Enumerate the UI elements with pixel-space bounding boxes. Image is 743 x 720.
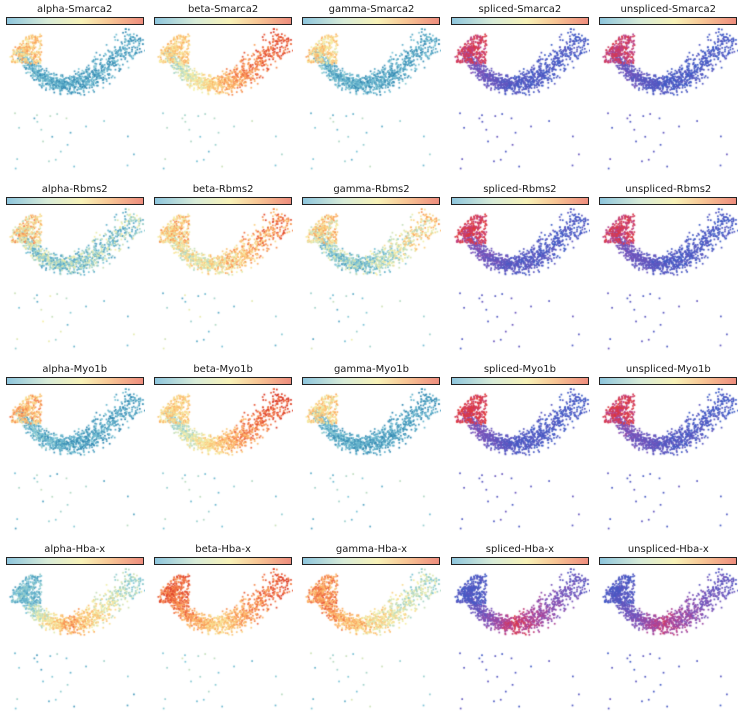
colorbar [154, 197, 293, 205]
embedding-panel: spliced-Smarca2 [447, 0, 592, 180]
scatter-embedding [301, 387, 442, 539]
embedding-panel: alpha-Hba-x [2, 540, 147, 720]
panel-title: gamma-Rbms2 [333, 184, 410, 195]
colorbar [5, 377, 144, 385]
scatter-embedding [598, 567, 739, 719]
embedding-panel: unspliced-Smarca2 [596, 0, 741, 180]
scatter-embedding [153, 387, 294, 539]
scatter-embedding [598, 387, 739, 539]
scatter-embedding [153, 27, 294, 179]
embedding-panel: alpha-Smarca2 [2, 0, 147, 180]
colorbar [5, 197, 144, 205]
colorbar [154, 377, 293, 385]
embedding-panel: gamma-Rbms2 [299, 180, 444, 360]
colorbar [302, 17, 441, 25]
embedding-panel: spliced-Rbms2 [447, 180, 592, 360]
colorbar [5, 557, 144, 565]
scatter-embedding [301, 207, 442, 359]
panel-title: beta-Rbms2 [192, 184, 254, 195]
panel-title: gamma-Smarca2 [328, 4, 415, 15]
scatter-embedding [153, 567, 294, 719]
scatter-embedding [4, 567, 145, 719]
panel-title: alpha-Rbms2 [41, 184, 108, 195]
embedding-panel: beta-Rbms2 [150, 180, 295, 360]
panel-title: spliced-Rbms2 [483, 184, 557, 195]
panel-title: unspliced-Hba-x [627, 544, 709, 555]
panel-title: spliced-Smarca2 [478, 4, 562, 15]
colorbar [599, 197, 738, 205]
colorbar [599, 557, 738, 565]
colorbar [302, 197, 441, 205]
panel-title: spliced-Hba-x [485, 544, 555, 555]
embedding-panel: gamma-Hba-x [299, 540, 444, 720]
colorbar [599, 377, 738, 385]
panel-title: beta-Hba-x [195, 544, 251, 555]
scatter-embedding [598, 207, 739, 359]
panel-title: unspliced-Myo1b [625, 364, 711, 375]
colorbar [154, 557, 293, 565]
colorbar [302, 557, 441, 565]
embedding-panel: alpha-Myo1b [2, 360, 147, 540]
embedding-panel: gamma-Myo1b [299, 360, 444, 540]
panel-title: spliced-Myo1b [483, 364, 556, 375]
embedding-panel: beta-Smarca2 [150, 0, 295, 180]
panel-title: beta-Smarca2 [187, 4, 259, 15]
embedding-panel: unspliced-Rbms2 [596, 180, 741, 360]
colorbar [599, 17, 738, 25]
scatter-embedding [449, 27, 590, 179]
colorbar [450, 197, 589, 205]
colorbar [450, 17, 589, 25]
embedding-panel: unspliced-Hba-x [596, 540, 741, 720]
scatter-embedding [449, 387, 590, 539]
embedding-panel: beta-Hba-x [150, 540, 295, 720]
panel-title: alpha-Smarca2 [36, 4, 113, 15]
scatter-embedding [4, 27, 145, 179]
embedding-panel: spliced-Myo1b [447, 360, 592, 540]
scatter-embedding [449, 207, 590, 359]
embedding-panel: alpha-Rbms2 [2, 180, 147, 360]
colorbar [450, 557, 589, 565]
colorbar [5, 17, 144, 25]
scatter-embedding [598, 27, 739, 179]
colorbar [302, 377, 441, 385]
colorbar [154, 17, 293, 25]
panel-title: alpha-Myo1b [42, 364, 108, 375]
embedding-panel: gamma-Smarca2 [299, 0, 444, 180]
scatter-embedding [4, 387, 145, 539]
scatter-embedding [301, 27, 442, 179]
scatter-embedding [4, 207, 145, 359]
panel-title: unspliced-Rbms2 [625, 184, 712, 195]
panel-title: gamma-Myo1b [333, 364, 410, 375]
scatter-embedding [449, 567, 590, 719]
panel-title: unspliced-Smarca2 [620, 4, 717, 15]
scatter-embedding [153, 207, 294, 359]
embedding-panel: unspliced-Myo1b [596, 360, 741, 540]
scatter-embedding [301, 567, 442, 719]
panel-title: gamma-Hba-x [335, 544, 408, 555]
panel-title: alpha-Hba-x [44, 544, 106, 555]
embedding-panel: beta-Myo1b [150, 360, 295, 540]
embedding-panel: spliced-Hba-x [447, 540, 592, 720]
colorbar [450, 377, 589, 385]
panel-title: beta-Myo1b [193, 364, 253, 375]
